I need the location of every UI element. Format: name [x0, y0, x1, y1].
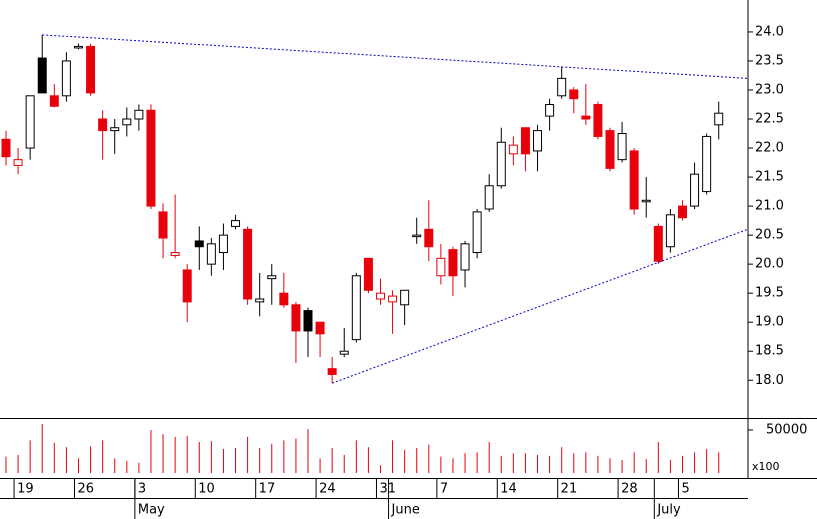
- trendline: [42, 34, 748, 79]
- candle-body: [593, 104, 603, 137]
- candle-body: [206, 243, 216, 265]
- candle-body: [25, 95, 35, 149]
- candle-body: [86, 45, 96, 94]
- y-tick-label: 20.5: [755, 228, 784, 243]
- x-tick-label: 7: [440, 482, 448, 497]
- candle-body: [13, 159, 23, 166]
- candle-body: [557, 77, 567, 97]
- candle-body: [388, 295, 398, 303]
- candle-body: [303, 310, 313, 332]
- candle-body: [520, 127, 530, 155]
- candle-body: [243, 228, 253, 300]
- candle-body: [218, 234, 228, 254]
- y-tick-label: 21.5: [755, 170, 784, 185]
- candle-body: [267, 275, 277, 280]
- candle-body: [581, 115, 591, 120]
- candle-body: [508, 144, 518, 155]
- candle-body: [545, 104, 555, 117]
- candle-body: [605, 130, 615, 169]
- candle-body: [279, 292, 289, 306]
- candle-body: [1, 138, 11, 158]
- x-tick-label: 14: [500, 482, 517, 497]
- candle-body: [714, 112, 724, 126]
- candle-body: [134, 109, 144, 120]
- candle-body: [315, 321, 325, 335]
- candle-body: [98, 118, 108, 132]
- candle-body: [61, 60, 71, 97]
- x-tick-label: 10: [198, 482, 215, 497]
- x-tick-label: 26: [77, 482, 94, 497]
- y-tick-label: 22.5: [755, 112, 784, 127]
- x-tick-label: 24: [319, 482, 336, 497]
- candle-body: [255, 298, 265, 303]
- y-tick-label: 20.0: [755, 257, 784, 272]
- candle-body: [665, 214, 675, 248]
- candle-body: [484, 185, 494, 210]
- y-tick-label: 23.5: [755, 53, 784, 68]
- x-tick-label: 17: [259, 482, 276, 497]
- candle-body: [73, 45, 83, 49]
- candle-body: [496, 141, 506, 187]
- y-tick-label: 23.0: [755, 82, 784, 97]
- month-label: July: [656, 503, 681, 518]
- candle-body: [702, 135, 712, 193]
- candle-body: [194, 240, 204, 248]
- y-tick-label: 24.0: [755, 24, 784, 39]
- x-tick-label: 3: [138, 482, 146, 497]
- trendline: [331, 228, 748, 384]
- candle-body: [327, 368, 337, 375]
- x-tick-label: 5: [681, 482, 689, 497]
- candle-body: [400, 289, 410, 306]
- candle-body: [291, 304, 301, 332]
- candle-body: [629, 150, 639, 210]
- candle-body: [339, 350, 349, 355]
- x-tick-label: 21: [561, 482, 578, 497]
- y-tick-label: 22.0: [755, 141, 784, 156]
- volume-unit: x100: [752, 460, 780, 473]
- y-tick-label: 21.0: [755, 199, 784, 214]
- candle-body: [690, 173, 700, 207]
- x-tick-label: 19: [17, 482, 34, 497]
- candle-body: [533, 130, 543, 152]
- candle-body: [375, 292, 385, 300]
- candle-body: [472, 211, 482, 254]
- candle-body: [617, 133, 627, 161]
- candle-body: [436, 257, 446, 277]
- candle-body: [351, 275, 361, 341]
- y-tick-label: 19.0: [755, 315, 784, 330]
- volume-tick-label: 50000: [766, 422, 807, 437]
- candle-body: [37, 57, 47, 94]
- candle-body: [677, 205, 687, 219]
- candle-body: [569, 89, 579, 100]
- candle-body: [158, 211, 168, 239]
- candle-body: [231, 220, 241, 227]
- y-tick-label: 18.5: [755, 344, 784, 359]
- month-label: June: [391, 503, 420, 518]
- candle-body: [641, 199, 651, 203]
- candle-body: [412, 234, 422, 238]
- y-tick-label: 19.5: [755, 286, 784, 301]
- candle-body: [460, 243, 470, 271]
- candle-body: [424, 228, 434, 248]
- x-tick-label: 31: [379, 482, 396, 497]
- candle-body: [122, 118, 132, 126]
- candle-body: [146, 109, 156, 207]
- candle-body: [448, 249, 458, 277]
- candle-body: [653, 225, 663, 262]
- candle-body: [170, 252, 180, 256]
- candle-body: [49, 95, 59, 107]
- x-tick-label: 28: [621, 482, 638, 497]
- candle-body: [182, 269, 192, 303]
- month-label: May: [138, 503, 165, 518]
- candle-body: [363, 257, 373, 291]
- candle-body: [110, 127, 120, 132]
- y-tick-label: 18.0: [755, 373, 784, 388]
